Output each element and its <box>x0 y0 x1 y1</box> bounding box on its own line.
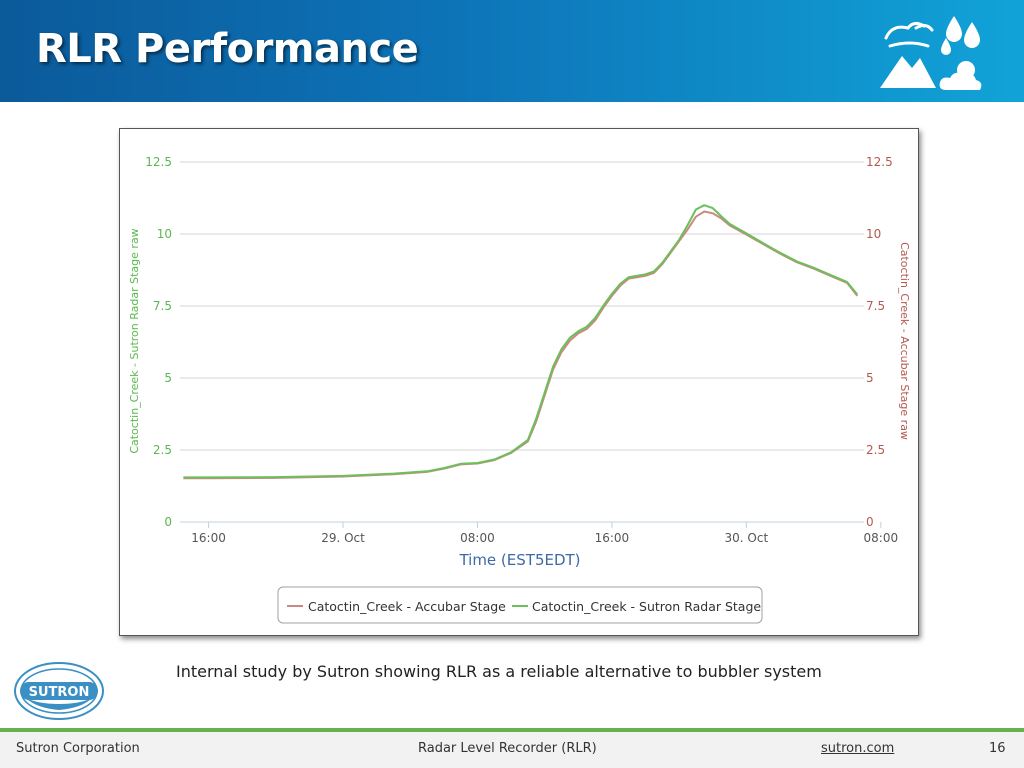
y-tick-label-left: 12.5 <box>145 155 172 169</box>
chart-legend[interactable]: Catoctin_Creek - Accubar Stage Catoctin_… <box>277 586 763 624</box>
y-tick-label-right: 10 <box>866 227 881 241</box>
y-tick-label-left: 2.5 <box>153 443 172 457</box>
y-tick-label-right: 2.5 <box>866 443 885 457</box>
legend-label-radar[interactable]: Catoctin_Creek - Sutron Radar Stage <box>532 599 761 614</box>
x-tick-label: 08:00 <box>864 531 899 545</box>
y-tick-label-left: 7.5 <box>153 299 172 313</box>
left-y-axis-label: Catoctin_Creek - Sutron Radar Stage raw <box>128 228 141 453</box>
x-axis-label: Time (EST5EDT) <box>458 551 580 569</box>
footer-company: Sutron Corporation <box>16 741 140 756</box>
x-tick-label: 08:00 <box>460 531 495 545</box>
sutron-logo-text: SUTRON <box>29 685 90 700</box>
legend-label-accubar[interactable]: Catoctin_Creek - Accubar Stage <box>308 599 506 614</box>
slide-footer: Sutron Corporation Radar Level Recorder … <box>0 732 1024 768</box>
x-tick-label: 30. Oct <box>725 531 769 545</box>
x-tick-label: 16:00 <box>595 531 630 545</box>
right-y-axis-label: Catoctin_Creek - Accubar Stage raw <box>898 242 911 440</box>
series-line-radar <box>183 204 859 479</box>
weather-logo-icon <box>880 16 982 90</box>
y-tick-label-right: 0 <box>866 515 874 529</box>
footer-website-link[interactable]: sutron.com <box>821 741 895 756</box>
series-line-accubar <box>183 210 859 480</box>
slide-title: RLR Performance <box>36 26 419 72</box>
chart-frame: 0 2.5 5 7.5 10 12.5 0 2.5 5 7.5 10 12.5 16:00 29. O… <box>119 128 919 636</box>
y-tick-label-left: 0 <box>164 515 172 529</box>
footer-page-number: 16 <box>989 741 1006 756</box>
x-tick-label: 16:00 <box>191 531 226 545</box>
line-chart: 0 2.5 5 7.5 10 12.5 0 2.5 5 7.5 10 12.5 16:00 29. O… <box>128 155 911 624</box>
slide-caption: Internal study by Sutron showing RLR as … <box>176 662 822 681</box>
footer-product: Radar Level Recorder (RLR) <box>418 741 597 756</box>
slide-header: RLR Performance <box>0 0 1024 102</box>
y-tick-label-left: 10 <box>157 227 172 241</box>
x-tick-label: 29. Oct <box>321 531 365 545</box>
sutron-logo-icon: SUTRON <box>14 662 104 720</box>
y-tick-label-right: 12.5 <box>866 155 893 169</box>
y-tick-label-left: 5 <box>164 371 172 385</box>
footer-accent-line <box>0 728 1024 732</box>
y-tick-label-right: 7.5 <box>866 299 885 313</box>
y-tick-label-right: 5 <box>866 371 874 385</box>
